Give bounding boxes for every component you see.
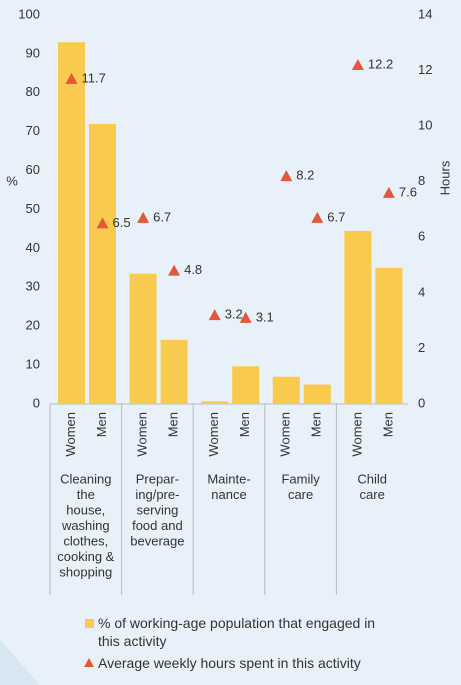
- group-label: Mainte-: [207, 471, 250, 486]
- y-tick-label: 80: [26, 84, 40, 99]
- group-label: house,: [66, 502, 105, 517]
- y-tick-label: 20: [26, 318, 40, 333]
- triangle-marker: [351, 59, 364, 71]
- bar: [303, 384, 331, 404]
- triangle-marker: [382, 186, 395, 198]
- group-label: clothes,: [63, 533, 108, 548]
- y2-tick-label: 6: [418, 229, 425, 244]
- y-tick-label: 10: [26, 357, 40, 372]
- group-label: Family: [281, 471, 320, 486]
- x-tick-label: Women: [349, 412, 364, 457]
- legend-swatch: [84, 658, 94, 667]
- y-tick-label: 70: [26, 123, 40, 138]
- x-tick-label: Men: [237, 412, 252, 437]
- group-label: Prepar-: [136, 471, 179, 486]
- data-label: 3.1: [256, 309, 274, 324]
- bar: [160, 339, 188, 404]
- x-tick-label: Women: [278, 412, 293, 457]
- data-label: 12.2: [368, 56, 393, 71]
- bar: [272, 376, 300, 404]
- y2-tick-label: 10: [418, 118, 432, 133]
- y2-tick-label: 0: [418, 395, 425, 410]
- legend-entry: Average weekly hours spent in this activ…: [98, 654, 388, 672]
- group-label: beverage: [130, 533, 184, 548]
- legend-entry: % of working-age population that engaged…: [98, 614, 388, 650]
- y-tick-label: 50: [26, 201, 40, 216]
- data-label: 6.7: [153, 209, 171, 224]
- triangle-marker: [96, 217, 109, 229]
- bar: [344, 230, 372, 404]
- legend-label: Average weekly hours spent in this activ…: [98, 655, 361, 671]
- y2-tick-label: 14: [418, 6, 432, 21]
- y-tick-label: 30: [26, 279, 40, 294]
- y-tick-label: 100: [18, 6, 40, 21]
- group-label: the: [77, 487, 95, 502]
- x-tick-label: Men: [309, 412, 324, 437]
- group-label: ing/pre-: [135, 487, 179, 502]
- x-tick-label: Women: [206, 412, 221, 457]
- y2-tick-label: 2: [418, 340, 425, 355]
- data-label: 11.7: [82, 70, 106, 85]
- bar: [375, 267, 403, 404]
- triangle-marker: [137, 211, 150, 223]
- y-tick-label: 40: [26, 240, 40, 255]
- bar: [201, 401, 229, 404]
- y2-tick-label: 8: [418, 173, 425, 188]
- group-label: shopping: [59, 564, 112, 579]
- y-tick-label: 90: [26, 45, 40, 60]
- bar: [58, 42, 85, 404]
- triangle-marker: [239, 311, 252, 323]
- data-label: 4.8: [184, 262, 202, 277]
- group-label: food and: [132, 518, 183, 533]
- group-label: serving: [136, 502, 178, 517]
- x-tick-label: Men: [166, 412, 181, 437]
- x-tick-label: Women: [63, 412, 78, 457]
- group-label: Cleaning: [60, 471, 111, 486]
- data-label: 6.5: [113, 215, 131, 230]
- legend-label: % of working-age population that engaged…: [98, 615, 376, 649]
- data-label: 6.7: [327, 209, 345, 224]
- group-label: nance: [211, 487, 246, 502]
- group-label: washing: [61, 518, 110, 533]
- data-label: 8.2: [296, 168, 314, 183]
- bar: [232, 366, 260, 404]
- x-tick-label: Men: [94, 412, 109, 437]
- y-axis-label: %: [6, 173, 18, 188]
- group-label: cooking &: [57, 549, 114, 564]
- triangle-marker: [168, 264, 181, 276]
- x-tick-label: Women: [135, 412, 150, 457]
- y-tick-label: 60: [26, 162, 40, 177]
- bar: [129, 273, 157, 404]
- decoration: [0, 640, 40, 685]
- group-label: care: [360, 487, 385, 502]
- y2-tick-label: 12: [418, 62, 432, 77]
- triangle-marker: [280, 170, 293, 182]
- group-label: Child: [357, 471, 387, 486]
- data-label: 7.6: [399, 184, 417, 199]
- group-label: care: [288, 487, 313, 502]
- y2-tick-label: 4: [418, 284, 425, 299]
- y-tick-label: 0: [33, 395, 40, 410]
- data-label: 3.2: [225, 307, 243, 322]
- triangle-marker: [208, 309, 221, 321]
- triangle-marker: [65, 72, 78, 84]
- legend-swatch: [85, 619, 94, 628]
- y2-axis-label: Hours: [437, 160, 452, 195]
- bar: [89, 123, 116, 405]
- triangle-marker: [311, 211, 324, 223]
- x-tick-label: Men: [380, 412, 395, 437]
